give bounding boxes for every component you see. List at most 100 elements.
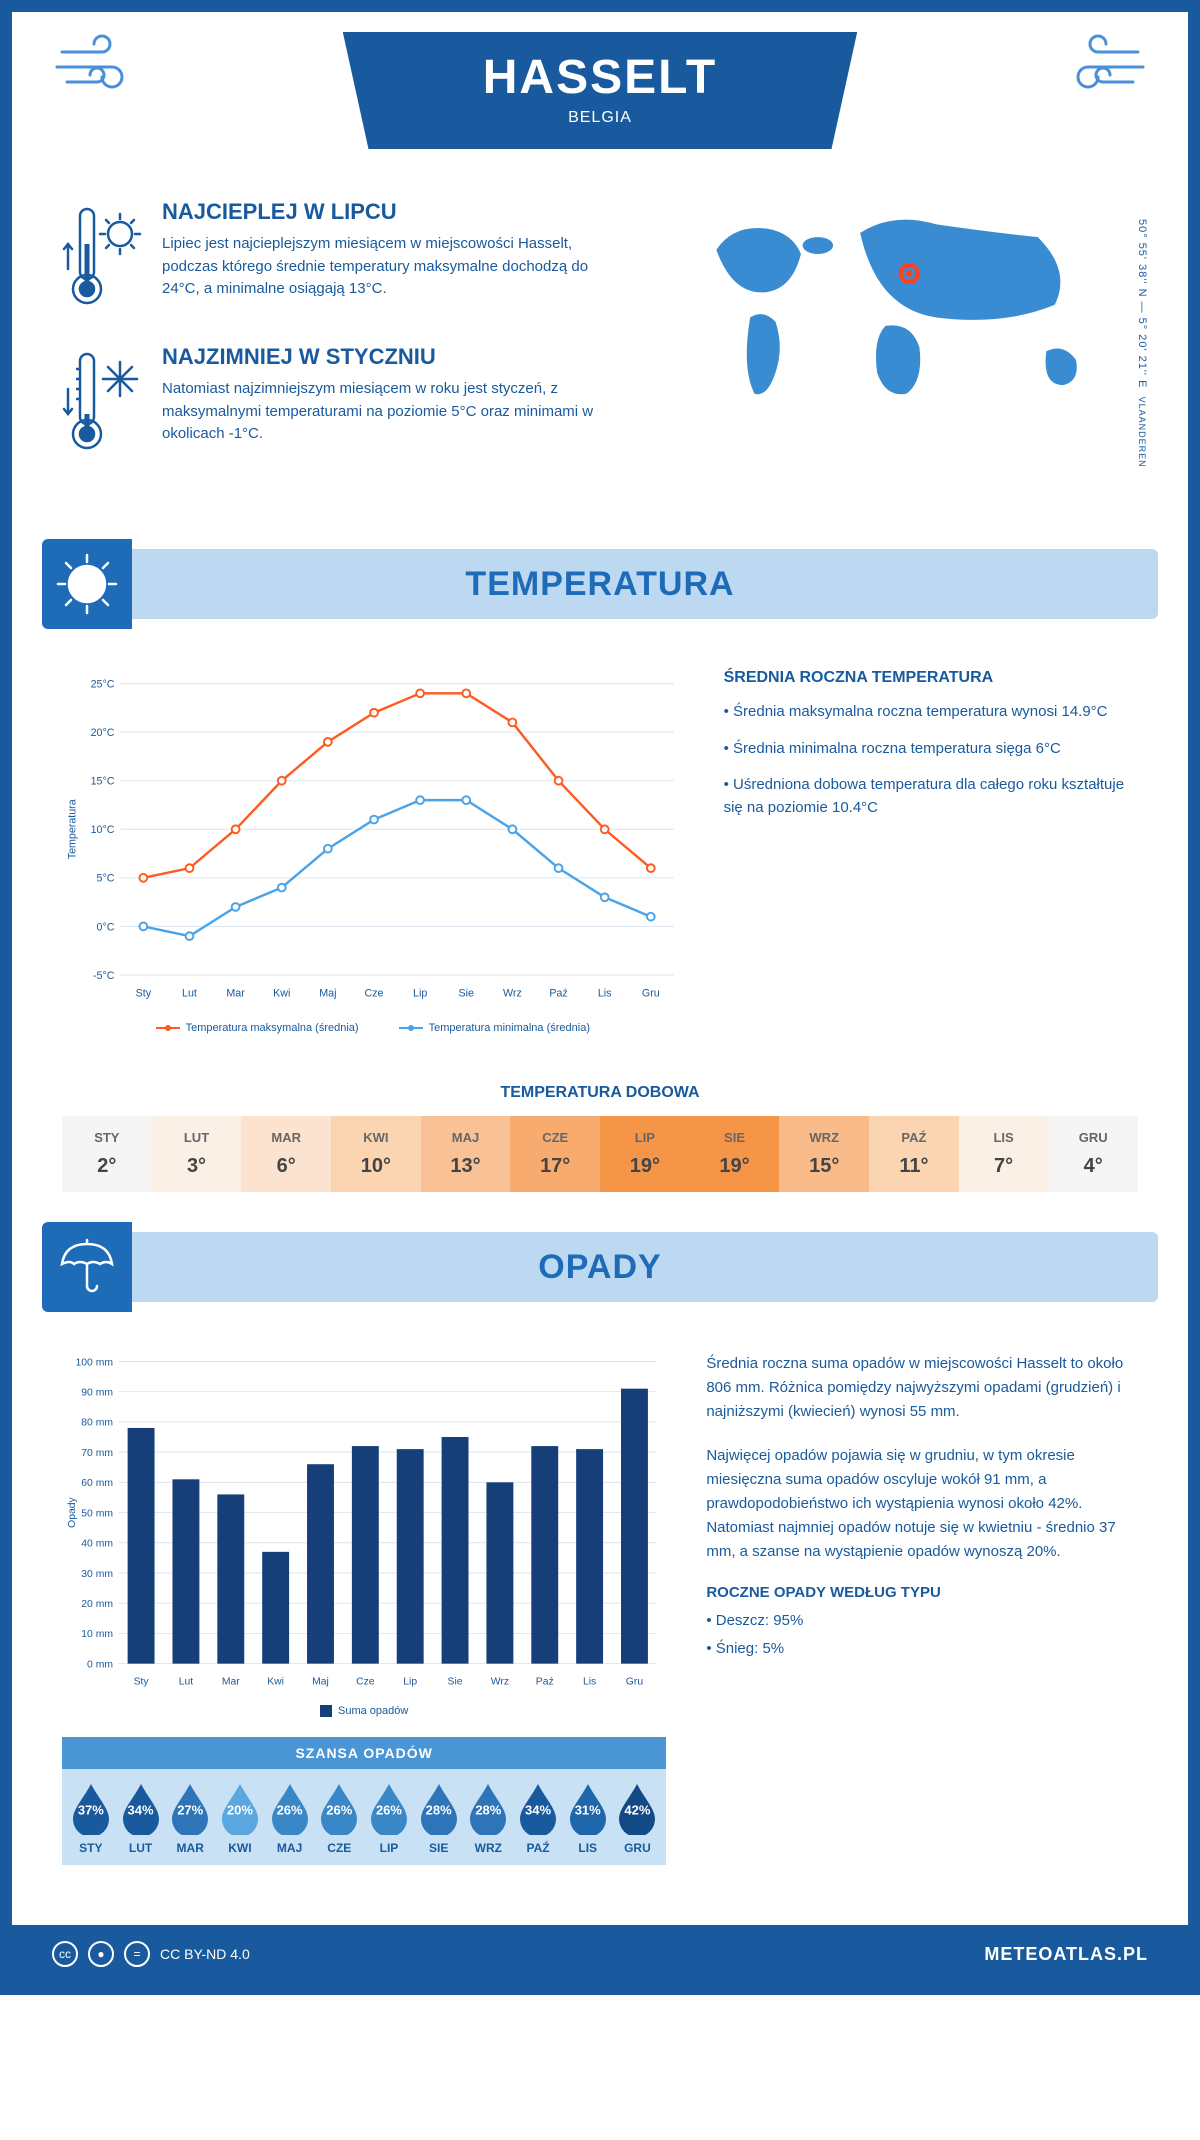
legend-max: Temperatura maksymalna (średnia) [156, 1022, 359, 1034]
wind-icon [1058, 32, 1148, 115]
chance-cell: 42%GRU [613, 1781, 663, 1855]
daily-cell: KWI10° [331, 1116, 421, 1192]
daily-cell: MAJ13° [421, 1116, 511, 1192]
world-map-icon [667, 199, 1138, 419]
nd-icon: = [124, 1941, 150, 1967]
chance-cell: 34%LUT [116, 1781, 166, 1855]
chance-cell: 27%MAR [165, 1781, 215, 1855]
svg-text:5°C: 5°C [97, 873, 115, 885]
svg-text:Lis: Lis [583, 1676, 596, 1687]
temperature-section-header: TEMPERATURA [42, 549, 1158, 619]
svg-text:Kwi: Kwi [273, 987, 290, 999]
daily-cell: WRZ15° [779, 1116, 869, 1192]
section-title: OPADY [538, 1248, 661, 1287]
svg-text:20 mm: 20 mm [81, 1599, 113, 1610]
city-name: HASSELT [483, 50, 717, 105]
precip-type-title: ROCZNE OPADY WEDŁUG TYPU [706, 1584, 1138, 1601]
precip-type-item: • Deszcz: 95% [706, 1609, 1138, 1633]
temperature-line-chart: -5°C0°C5°C10°C15°C20°C25°CStyLutMarKwiMa… [62, 669, 684, 1034]
temp-info-item: • Średnia minimalna roczna temperatura s… [724, 738, 1138, 761]
chance-cell: 26%MAJ [265, 1781, 315, 1855]
thermometer-hot-icon [62, 199, 142, 314]
chance-cell: 20%KWI [215, 1781, 265, 1855]
svg-text:20°C: 20°C [91, 727, 115, 739]
daily-cell: GRU4° [1048, 1116, 1138, 1192]
svg-text:90 mm: 90 mm [81, 1387, 113, 1398]
daily-cell: CZE17° [510, 1116, 600, 1192]
fact-text: Lipiec jest najcieplejszym miesiącem w m… [162, 233, 627, 301]
chance-cell: 28%SIE [414, 1781, 464, 1855]
svg-text:-5°C: -5°C [93, 970, 115, 982]
fact-text: Natomiast najzimniejszym miesiącem w rok… [162, 378, 627, 446]
svg-text:Sty: Sty [136, 987, 152, 999]
fact-title: NAJCIEPLEJ W LIPCU [162, 199, 627, 225]
precip-text: Najwięcej opadów pojawia się w grudniu, … [706, 1444, 1138, 1564]
fact-coldest: NAJZIMNIEJ W STYCZNIU Natomiast najzimni… [62, 344, 627, 459]
fact-title: NAJZIMNIEJ W STYCZNIU [162, 344, 627, 370]
precip-section-header: OPADY [42, 1232, 1158, 1302]
chance-cell: 37%STY [66, 1781, 116, 1855]
svg-text:80 mm: 80 mm [81, 1418, 113, 1429]
wind-icon [52, 32, 142, 115]
precip-bar-chart: 0 mm 10 mm 20 mm 30 mm 40 mm 50 mm 60 mm 70 mm 8… [62, 1352, 666, 1865]
svg-text:Temperatura: Temperatura [67, 799, 79, 859]
daily-cell: STY2° [62, 1116, 152, 1192]
svg-text:Mar: Mar [226, 987, 245, 999]
by-icon: ● [88, 1941, 114, 1967]
daily-cell: MAR6° [241, 1116, 331, 1192]
svg-text:Paź: Paź [536, 1676, 554, 1687]
svg-text:Lip: Lip [403, 1676, 417, 1687]
svg-text:Gru: Gru [626, 1676, 644, 1687]
svg-text:Wrz: Wrz [491, 1676, 509, 1687]
chance-cell: 34%PAŹ [513, 1781, 563, 1855]
sun-icon [42, 539, 132, 629]
svg-text:Cze: Cze [365, 987, 384, 999]
svg-text:Sty: Sty [134, 1676, 150, 1687]
intro-section: NAJCIEPLEJ W LIPCU Lipiec jest najcieple… [12, 189, 1188, 529]
svg-text:Kwi: Kwi [267, 1676, 284, 1687]
rain-chance-row: 37%STY34%LUT27%MAR20%KWI26%MAJ26%CZE26%L… [62, 1769, 666, 1865]
section-title: TEMPERATURA [465, 565, 734, 604]
daily-cell: SIE19° [690, 1116, 780, 1192]
svg-text:Maj: Maj [319, 987, 336, 999]
svg-text:Sie: Sie [459, 987, 474, 999]
chance-cell: 28%WRZ [464, 1781, 514, 1855]
svg-text:100 mm: 100 mm [76, 1357, 113, 1368]
site-name: METEOATLAS.PL [984, 1944, 1148, 1965]
daily-cell: LIP19° [600, 1116, 690, 1192]
svg-text:Sie: Sie [448, 1676, 463, 1687]
header: HASSELT BELGIA [12, 12, 1188, 189]
svg-text:Lut: Lut [182, 987, 197, 999]
license-text: CC BY-ND 4.0 [160, 1946, 250, 1962]
svg-text:10 mm: 10 mm [81, 1629, 113, 1640]
temp-info-title: ŚREDNIA ROCZNA TEMPERATURA [724, 669, 1138, 687]
cc-icon: cc [52, 1941, 78, 1967]
svg-text:Maj: Maj [312, 1676, 329, 1687]
precip-text: Średnia roczna suma opadów w miejscowośc… [706, 1352, 1138, 1424]
svg-text:Cze: Cze [356, 1676, 375, 1687]
legend-min: Temperatura minimalna (średnia) [399, 1022, 590, 1034]
svg-text:Mar: Mar [222, 1676, 240, 1687]
svg-text:Gru: Gru [642, 987, 660, 999]
svg-text:0 mm: 0 mm [87, 1659, 113, 1670]
chance-cell: 26%CZE [314, 1781, 364, 1855]
svg-text:50 mm: 50 mm [81, 1508, 113, 1519]
daily-cell: LIS7° [959, 1116, 1049, 1192]
svg-text:30 mm: 30 mm [81, 1569, 113, 1580]
footer: cc ● = CC BY-ND 4.0 METEOATLAS.PL [12, 1925, 1188, 1983]
svg-text:15°C: 15°C [91, 776, 115, 788]
svg-text:40 mm: 40 mm [81, 1539, 113, 1550]
svg-text:10°C: 10°C [91, 824, 115, 836]
temp-info-item: • Uśredniona dobowa temperatura dla całe… [724, 774, 1138, 819]
daily-temp-table: STY2°LUT3°MAR6°KWI10°MAJ13°CZE17°LIP19°S… [62, 1116, 1138, 1192]
svg-text:Lip: Lip [413, 987, 427, 999]
temp-info-item: • Średnia maksymalna roczna temperatura … [724, 701, 1138, 724]
legend-sum: Suma opadów [320, 1705, 408, 1717]
svg-text:25°C: 25°C [91, 678, 115, 690]
daily-cell: LUT3° [152, 1116, 242, 1192]
svg-text:60 mm: 60 mm [81, 1478, 113, 1489]
thermometer-cold-icon [62, 344, 142, 459]
chance-title: SZANSA OPADÓW [62, 1737, 666, 1769]
umbrella-icon [42, 1222, 132, 1312]
svg-text:70 mm: 70 mm [81, 1448, 113, 1459]
